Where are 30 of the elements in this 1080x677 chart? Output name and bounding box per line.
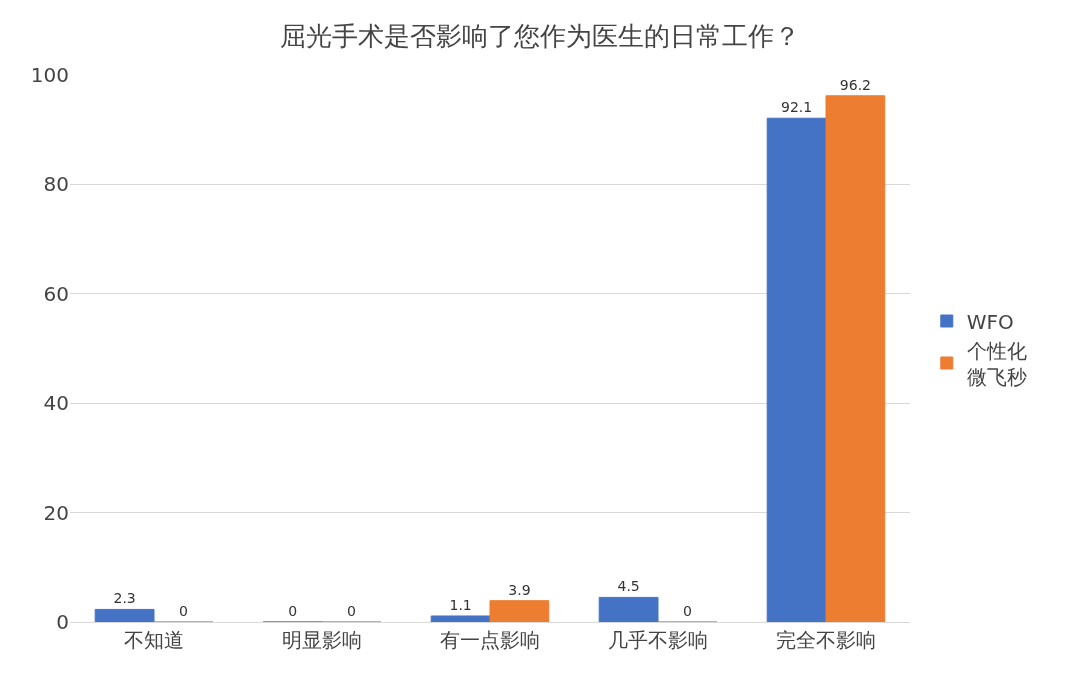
bar bbox=[766, 117, 827, 622]
data-label: 3.9 bbox=[508, 581, 531, 598]
x-tick-label: 完全不影响 bbox=[776, 628, 876, 652]
data-label: 4.5 bbox=[617, 578, 640, 595]
y-tick-label: 0 bbox=[56, 610, 69, 634]
bar bbox=[430, 615, 491, 622]
legend-label: 个性化微飞秒 bbox=[966, 338, 1027, 389]
bar bbox=[598, 596, 659, 622]
x-tick-label: 不知道 bbox=[124, 628, 184, 652]
bar bbox=[94, 608, 155, 622]
data-label: 0 bbox=[346, 603, 356, 619]
y-tick-label: 80 bbox=[43, 172, 69, 197]
data-label: 2.3 bbox=[113, 590, 136, 607]
chart-title: 屈光手术是否影响了您作为医生的日常工作？ bbox=[280, 21, 800, 52]
bar bbox=[825, 95, 886, 622]
data-label: 1.1 bbox=[449, 596, 472, 613]
x-tick-label: 几乎不影响 bbox=[608, 628, 708, 652]
data-label: 0 bbox=[288, 603, 298, 619]
y-tick-label: 40 bbox=[43, 391, 69, 416]
x-tick-label: 明显影响 bbox=[282, 628, 362, 652]
y-tick-label: 60 bbox=[43, 281, 69, 306]
data-label: 0 bbox=[178, 603, 188, 619]
legend-label: WFO bbox=[966, 309, 1014, 334]
bar bbox=[489, 600, 550, 622]
x-tick-label: 有一点影响 bbox=[440, 628, 540, 652]
data-label: 92.1 bbox=[781, 99, 813, 116]
data-label: 96.2 bbox=[839, 76, 871, 93]
y-tick-label: 20 bbox=[43, 500, 69, 525]
data-label: 0 bbox=[682, 603, 692, 619]
y-tick-label: 100 bbox=[30, 63, 69, 87]
